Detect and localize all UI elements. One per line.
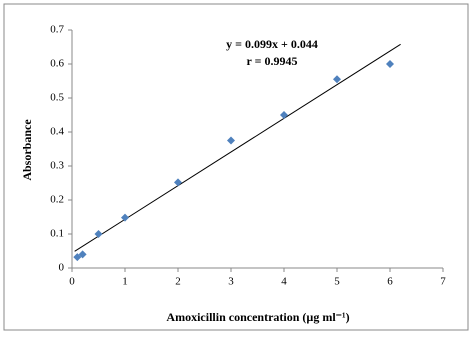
data-point bbox=[73, 253, 82, 262]
x-tick-label: 1 bbox=[122, 276, 128, 288]
data-point bbox=[121, 213, 129, 222]
y-tick-label: 0.5 bbox=[50, 92, 64, 104]
y-tick-label: 0.4 bbox=[50, 126, 64, 138]
y-axis-label: Absorbance bbox=[20, 119, 34, 181]
x-tick-label: 5 bbox=[334, 276, 340, 288]
data-point bbox=[227, 136, 235, 145]
correlation: r = 0.9945 bbox=[247, 54, 298, 68]
x-tick-label: 3 bbox=[228, 276, 234, 288]
data-point bbox=[386, 60, 394, 68]
y-tick-label: 0.7 bbox=[50, 24, 64, 36]
x-tick-label: 2 bbox=[175, 276, 181, 288]
x-tick-label: 4 bbox=[281, 276, 287, 288]
data-point bbox=[94, 230, 103, 238]
y-tick-label: 0.2 bbox=[50, 194, 64, 206]
data-point bbox=[280, 111, 288, 119]
x-tick-label: 6 bbox=[387, 276, 393, 288]
x-axis-label: Amoxicillin concentration (µg ml⁻¹) bbox=[166, 310, 349, 324]
trendline bbox=[74, 43, 401, 252]
y-tick-label: 0.3 bbox=[50, 160, 64, 172]
chart-border bbox=[3, 3, 469, 331]
y-tick-label: 0.1 bbox=[50, 228, 64, 240]
data-point bbox=[333, 75, 341, 84]
equation: y = 0.099x + 0.044 bbox=[226, 37, 318, 51]
y-tick-label: 0.6 bbox=[50, 58, 64, 70]
x-tick-label: 7 bbox=[440, 276, 446, 288]
data-point bbox=[174, 178, 182, 187]
x-tick-label: 0 bbox=[69, 276, 75, 288]
data-point bbox=[78, 250, 87, 259]
y-tick-label: 0 bbox=[59, 262, 65, 274]
